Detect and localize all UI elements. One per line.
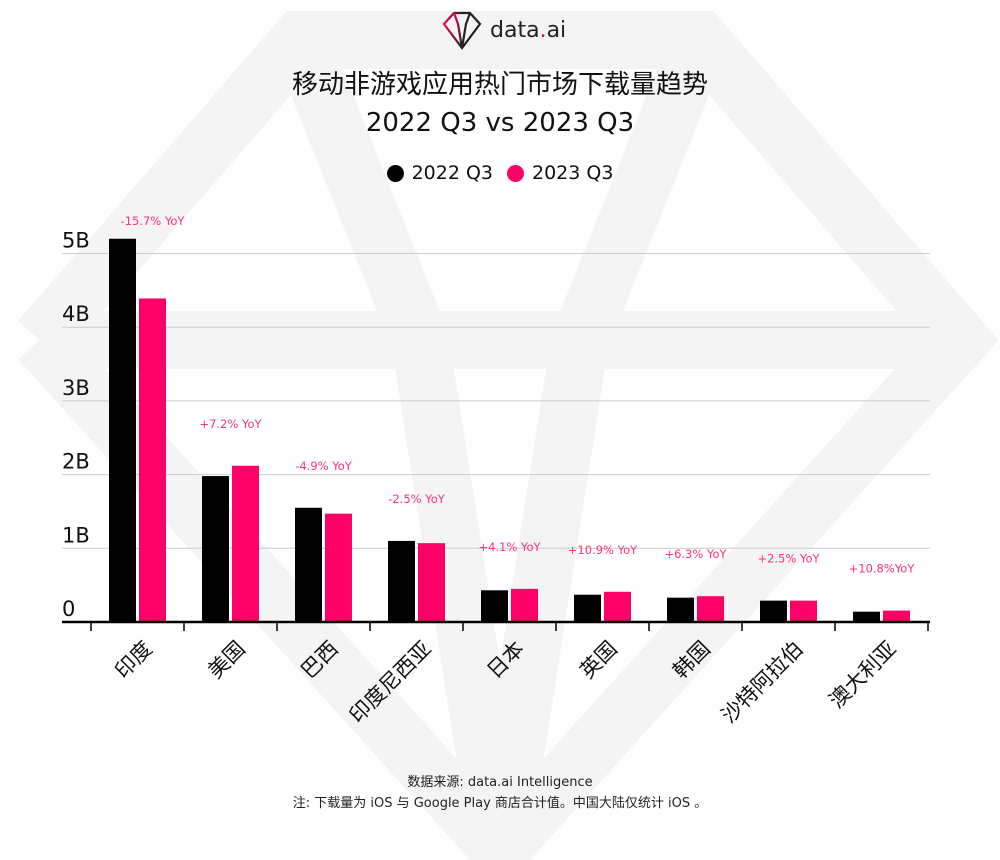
x-tick-label: 印度 xyxy=(110,636,157,683)
yoy-annotation: +2.5% YoY xyxy=(757,552,820,566)
yoy-annotation: -2.5% YoY xyxy=(388,492,446,506)
x-tick-label: 印度尼西亚 xyxy=(345,636,436,727)
yoy-annotation: +6.3% YoY xyxy=(664,547,727,561)
bar-2022 xyxy=(295,507,322,622)
y-tick-label: 1B xyxy=(62,523,90,547)
legend-label-2022: 2022 Q3 xyxy=(411,162,493,184)
bar-2023 xyxy=(139,298,166,622)
legend-swatch-2023 xyxy=(507,164,524,182)
footer-source: 数据来源: data.ai Intelligence xyxy=(407,775,593,790)
bar-2023 xyxy=(883,610,910,622)
legend-item-2023: 2023 Q3 xyxy=(507,162,613,184)
yoy-annotation: +10.8%YoY xyxy=(849,562,916,576)
legend: 2022 Q3 2023 Q3 xyxy=(0,162,1000,184)
y-tick-label: 2B xyxy=(62,450,90,474)
footer-note: 注: 下载量为 iOS 与 Google Play 商店合计值。中国大陆仅统计 … xyxy=(292,796,708,811)
legend-item-2022: 2022 Q3 xyxy=(386,162,493,184)
bar-2023 xyxy=(790,600,817,622)
bar-2022 xyxy=(481,590,508,622)
bar-2023 xyxy=(325,513,352,622)
y-tick-label: 0 xyxy=(62,597,75,621)
bar-2023 xyxy=(604,591,631,622)
x-tick-label: 沙特阿拉伯 xyxy=(717,636,808,727)
yoy-annotation: -4.9% YoY xyxy=(295,459,353,473)
chart-subtitle: 2022 Q3 vs 2023 Q3 xyxy=(365,108,635,138)
legend-label-2023: 2023 Q3 xyxy=(532,162,614,184)
yoy-annotation: +10.9% YoY xyxy=(568,543,638,557)
yoy-annotation: +7.2% YoY xyxy=(199,417,262,431)
x-tick-label: 巴西 xyxy=(296,636,343,683)
bar-2022 xyxy=(202,476,229,622)
bar-2023 xyxy=(232,465,259,622)
yoy-annotation: -15.7% YoY xyxy=(121,214,186,228)
bar-2022 xyxy=(109,238,136,622)
chart-title: 移动非游戏应用热门市场下载量趋势 xyxy=(291,70,708,100)
legend-swatch-2022 xyxy=(386,164,404,182)
brand-logo: data.ai xyxy=(440,10,566,50)
x-tick-label: 日本 xyxy=(482,636,529,683)
bar-2023 xyxy=(697,596,724,622)
bar-2023 xyxy=(511,588,538,622)
bar-2023 xyxy=(418,543,445,622)
bar-2022 xyxy=(388,540,415,622)
x-tick-label: 澳大利亚 xyxy=(825,636,901,712)
x-tick-label: 韩国 xyxy=(668,636,715,683)
yoy-annotation: +4.1% YoY xyxy=(478,540,541,554)
bar-2022 xyxy=(853,611,880,622)
brand-name: data.ai xyxy=(490,17,567,43)
bar-2022 xyxy=(574,594,601,622)
y-tick-label: 3B xyxy=(62,376,90,400)
y-tick-label: 5B xyxy=(62,229,90,253)
x-tick-label: 英国 xyxy=(575,636,622,683)
bar-2022 xyxy=(760,600,787,622)
diamond-logo-icon xyxy=(442,11,482,50)
y-tick-label: 4B xyxy=(62,302,90,326)
x-tick-label: 美国 xyxy=(203,636,250,683)
bar-2022 xyxy=(667,597,694,622)
